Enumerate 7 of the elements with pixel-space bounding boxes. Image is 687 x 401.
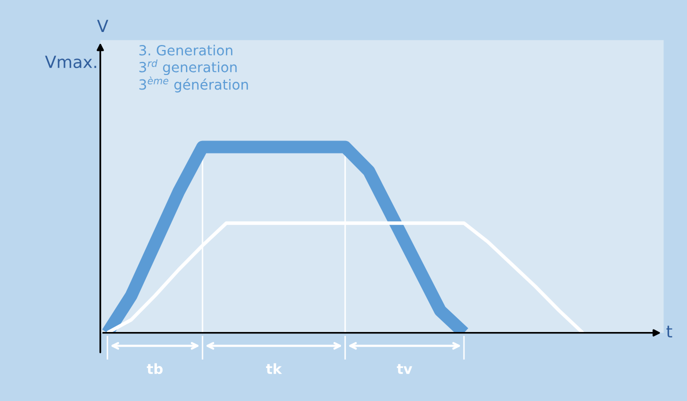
text: tk [266,363,282,374]
text: tv [396,364,412,374]
x-axis-title: t [666,326,672,338]
text: Vmax. [45,56,96,68]
text: 3. Generation 3$^{rd}$ generation 3$^{ème}$ génération [139,44,248,92]
text: V [97,20,108,32]
text: tb [146,363,163,374]
